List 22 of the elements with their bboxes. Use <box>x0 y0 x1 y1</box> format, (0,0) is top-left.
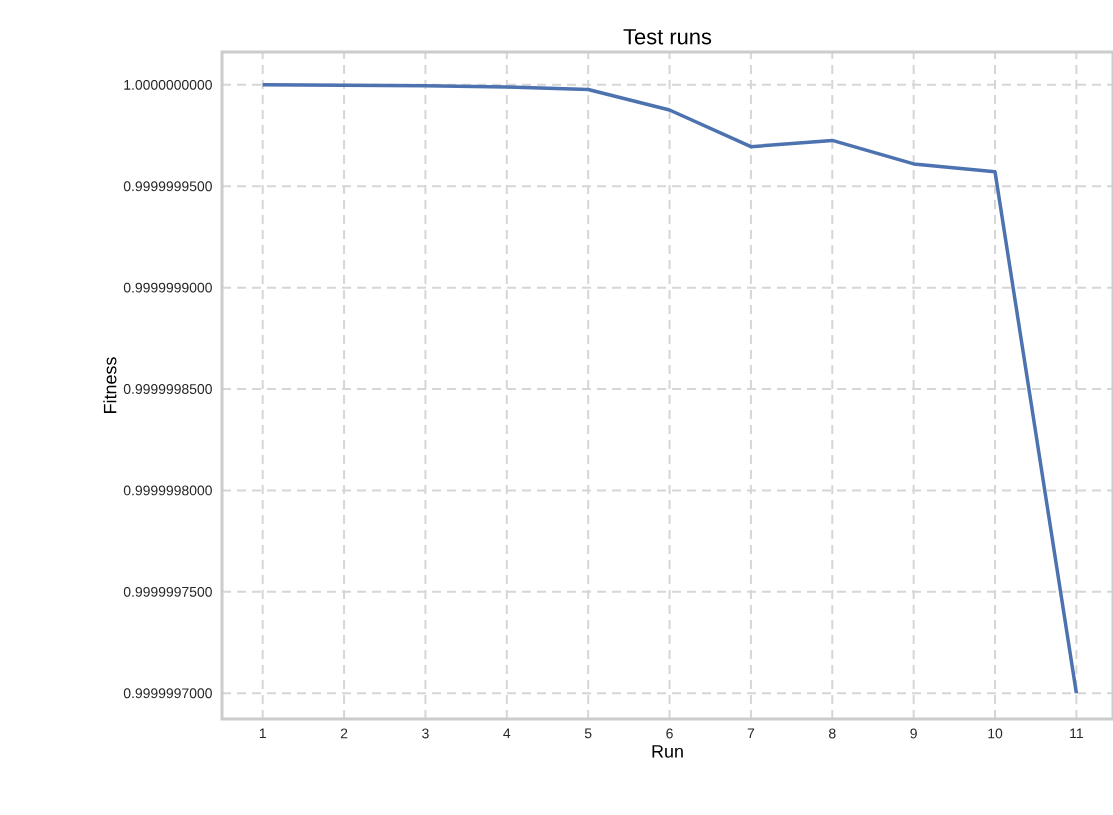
x-tick-label: 4 <box>503 728 511 739</box>
y-tick-label: 1.0000000000 <box>124 79 212 90</box>
x-tick-label: 11 <box>1070 728 1083 739</box>
line-series <box>260 83 1079 695</box>
x-tick-label: 9 <box>910 728 917 739</box>
y-tick-label: 0.9999999000 <box>123 282 212 293</box>
y-tick-label: 0.9999998000 <box>123 485 212 496</box>
x-tick-label: 2 <box>340 728 348 739</box>
x-axis-title: Run <box>652 745 683 758</box>
x-tick-label: 8 <box>829 728 836 739</box>
y-axis-title: Fitness <box>103 357 117 413</box>
x-tick-label: 7 <box>747 728 755 739</box>
chart-title: Test runs <box>623 29 712 45</box>
y-tick-label: 0.9999997000 <box>123 688 212 699</box>
x-tick-label: 3 <box>422 728 429 739</box>
x-tick-label: 10 <box>988 728 1003 739</box>
x-tick-label: 5 <box>584 728 592 739</box>
y-tick-label: 0.9999997500 <box>123 586 212 597</box>
x-tick-label: 1 <box>259 728 266 739</box>
y-tick-label: 0.9999999500 <box>123 181 212 192</box>
x-tick-label: 6 <box>666 728 673 739</box>
y-tick-label: 0.9999998500 <box>123 384 212 394</box>
